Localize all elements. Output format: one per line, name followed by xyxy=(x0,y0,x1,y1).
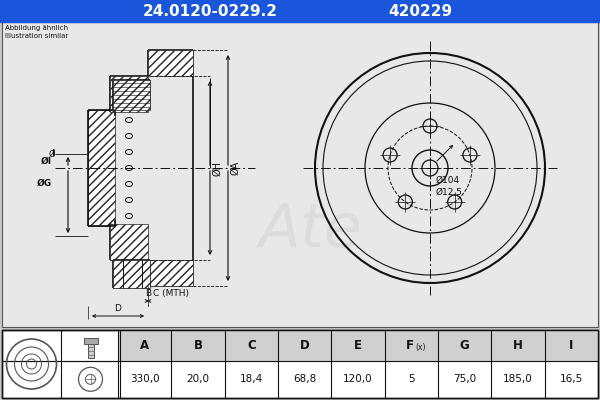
Text: F: F xyxy=(406,339,415,352)
Text: Abbildung ähnlich: Abbildung ähnlich xyxy=(5,25,68,31)
Text: ØA: ØA xyxy=(230,161,240,175)
Text: I: I xyxy=(569,339,574,352)
Text: D: D xyxy=(115,304,121,313)
Text: ØI: ØI xyxy=(41,156,52,166)
Bar xyxy=(0,0,600,22)
Text: G: G xyxy=(460,339,470,352)
Text: ØH: ØH xyxy=(212,160,222,176)
Bar xyxy=(110,76,148,112)
Text: 18,4: 18,4 xyxy=(240,374,263,384)
Bar xyxy=(110,224,148,260)
Bar xyxy=(113,80,150,110)
Text: Ø104: Ø104 xyxy=(436,176,460,185)
Text: B: B xyxy=(193,339,203,352)
Text: Ø: Ø xyxy=(49,150,55,158)
Text: 20,0: 20,0 xyxy=(187,374,209,384)
Text: 68,8: 68,8 xyxy=(293,374,316,384)
Text: (x): (x) xyxy=(415,343,426,352)
Bar xyxy=(88,344,94,358)
Text: ØG: ØG xyxy=(37,178,52,188)
Text: 420229: 420229 xyxy=(388,4,452,18)
Text: C: C xyxy=(247,339,256,352)
Bar xyxy=(2,330,598,398)
Bar xyxy=(118,330,598,361)
Text: 5: 5 xyxy=(408,374,415,384)
Text: Illustration similar: Illustration similar xyxy=(5,33,68,39)
Text: 330,0: 330,0 xyxy=(130,374,160,384)
Text: 120,0: 120,0 xyxy=(343,374,373,384)
Text: 75,0: 75,0 xyxy=(453,374,476,384)
Text: Ate: Ate xyxy=(258,200,362,260)
Bar xyxy=(88,110,115,226)
Bar xyxy=(83,338,97,344)
Text: A: A xyxy=(140,339,149,352)
Text: C (MTH): C (MTH) xyxy=(153,289,189,298)
Text: D: D xyxy=(300,339,310,352)
Text: I: I xyxy=(52,150,55,158)
Bar xyxy=(2,330,598,398)
Text: 16,5: 16,5 xyxy=(560,374,583,384)
Text: E: E xyxy=(354,339,362,352)
Text: 24.0120-0229.2: 24.0120-0229.2 xyxy=(143,4,277,18)
Text: Ø12,5: Ø12,5 xyxy=(436,188,463,197)
Text: H: H xyxy=(513,339,523,352)
Bar xyxy=(148,260,193,286)
Bar xyxy=(113,260,150,288)
Bar xyxy=(2,22,598,327)
Text: B: B xyxy=(145,289,151,298)
Text: 185,0: 185,0 xyxy=(503,374,533,384)
Bar xyxy=(148,50,193,76)
